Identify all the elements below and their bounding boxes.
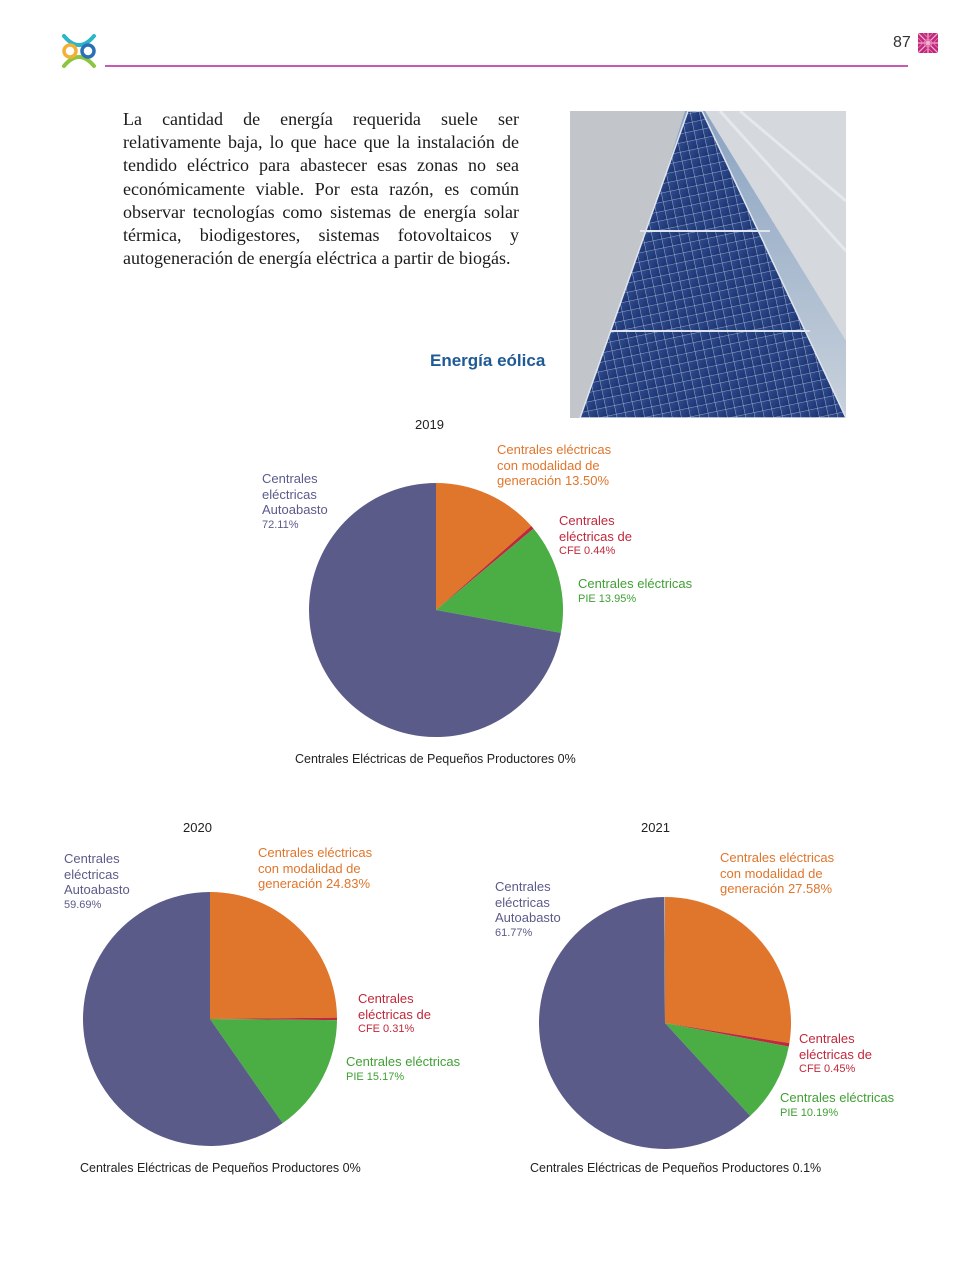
section-heading: Energía eólica: [430, 351, 546, 370]
chart-2020-label-pequenos: Centrales Eléctricas de Pequeños Product…: [80, 1161, 361, 1175]
chart-2019-year-label: 2019: [415, 417, 444, 432]
solar-panels-photo: [570, 111, 846, 418]
pie-2019-slice-modalidad: [436, 483, 532, 610]
chart-2021-label-cfe: Centrales eléctricas de CFE 0.45%: [799, 1031, 872, 1075]
chart-2020-label-pie: Centrales eléctricas PIE 15.17%: [346, 1054, 461, 1083]
pie-2019-slice-pie: [436, 528, 563, 633]
pie-2021-slice-autoabasto: [538, 896, 751, 1150]
page-number: 87: [893, 34, 911, 51]
pie-chart-2020: [82, 892, 337, 1146]
chart-2021-label-pie: Centrales eléctricas PIE 10.19%: [780, 1090, 895, 1119]
chart-2019-label-autoabasto: Centrales eléctricas Autoabasto 72.11%: [262, 471, 328, 531]
chart-2020-label-cfe: Centrales eléctricas de CFE 0.31%: [358, 991, 431, 1035]
pie-2020-slice-modalidad: [210, 892, 337, 1019]
pie-2021-slice-pie: [665, 1023, 789, 1116]
body-paragraph: La cantidad de energía requerida suele s…: [123, 109, 519, 269]
pie-2021-slice-pequenos: [664, 896, 665, 1023]
pie-2021-slice-cfe: [665, 1023, 790, 1047]
pie-2020-slice-autoabasto: [82, 892, 283, 1146]
publication-logo: [62, 34, 96, 68]
pie-2020-slice-cfe: [210, 1017, 337, 1021]
chart-2021-year-label: 2021: [641, 820, 670, 835]
header-rule: [105, 65, 908, 67]
pie-2020-slice-pie: [210, 1019, 337, 1124]
pie-2019-slice-autoabasto: [308, 483, 561, 737]
decorative-pattern-icon: [918, 33, 938, 53]
chart-2019-label-modalidad: Centrales eléctricas con modalidad de gene…: [497, 442, 612, 488]
chart-2019-label-pie: Centrales eléctricas PIE 13.95%: [578, 576, 693, 605]
chart-2021-label-pequenos: Centrales Eléctricas de Pequeños Product…: [530, 1161, 822, 1175]
pie-chart-2021: [538, 896, 792, 1150]
pie-2021-slice-modalidad: [665, 896, 792, 1044]
pie-2019-slice-cfe: [436, 526, 534, 610]
chart-2020-year-label: 2020: [183, 820, 212, 835]
chart-2020-label-modalidad: Centrales eléctricas con modalidad de gene…: [258, 845, 373, 891]
chart-2019-label-pequenos: Centrales Eléctricas de Pequeños Product…: [295, 752, 576, 766]
chart-2021-label-modalidad: Centrales eléctricas con modalidad de gene…: [720, 850, 835, 896]
chart-2020-label-autoabasto: Centrales eléctricas Autoabasto 59.69%: [64, 851, 130, 911]
chart-2019-label-cfe: Centrales eléctricas de CFE 0.44%: [559, 513, 632, 557]
pie-chart-2019: [308, 483, 563, 737]
chart-2021-label-autoabasto: Centrales eléctricas Autoabasto 61.77%: [495, 879, 561, 939]
